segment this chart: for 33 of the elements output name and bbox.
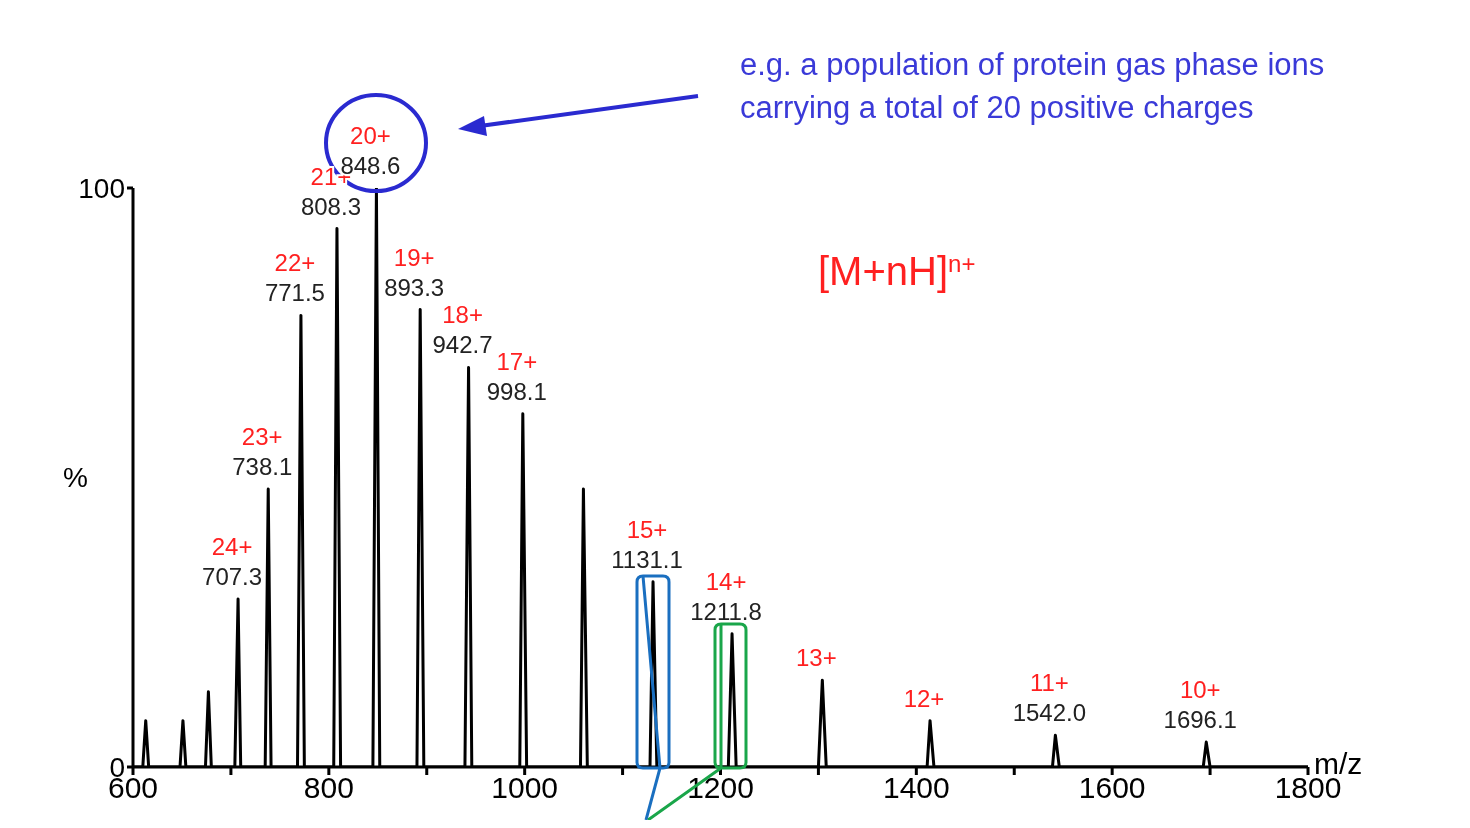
annotation: 1211.8 <box>690 597 762 625</box>
annotation: 12+ <box>903 684 945 712</box>
annotation: 17+ <box>496 347 538 375</box>
x-tick-label: 1600 <box>1078 771 1146 805</box>
annotation: 18+ <box>442 301 483 329</box>
annotation: 11+ <box>1029 669 1069 697</box>
annotation: 808.3 <box>300 192 361 220</box>
annotation: 24+ <box>211 533 253 561</box>
x-tick-label: 1000 <box>491 771 559 805</box>
y-axis-title: % <box>63 462 88 494</box>
x-tick-label: 1400 <box>882 771 950 805</box>
text: e.g. a population of protein gas phase ions carrying a total of 20 positive charges <box>740 47 1325 126</box>
annotation: 707.3 <box>202 563 263 591</box>
annotation: 10+ <box>1179 676 1221 704</box>
annotation: 771.5 <box>264 279 325 307</box>
x-tick-label: 800 <box>303 771 354 805</box>
annotation: 19+ <box>393 243 435 271</box>
annotation: 22+ <box>274 249 316 277</box>
annotation: 1131.1 <box>611 545 683 573</box>
annotation: 893.3 <box>384 273 445 301</box>
annotation: [M+nH]$^{n+}$ <box>818 249 976 293</box>
y-tick-label: 100 <box>78 172 125 204</box>
x-tick-label: 1200 <box>687 771 754 805</box>
annotation: 20+ <box>350 122 391 149</box>
annotation: 15+ <box>626 515 668 543</box>
annotation: 738.1 <box>232 453 293 481</box>
annotation: 1542.0 <box>1012 699 1087 727</box>
annotation: 23+ <box>241 423 283 451</box>
annotation: 13+ <box>795 644 837 672</box>
annotation: 14+ <box>705 567 747 595</box>
annotation: 1696.1 <box>1163 706 1237 734</box>
annotation: 942.7 <box>432 331 493 359</box>
annotation: 998.1 <box>486 377 547 405</box>
